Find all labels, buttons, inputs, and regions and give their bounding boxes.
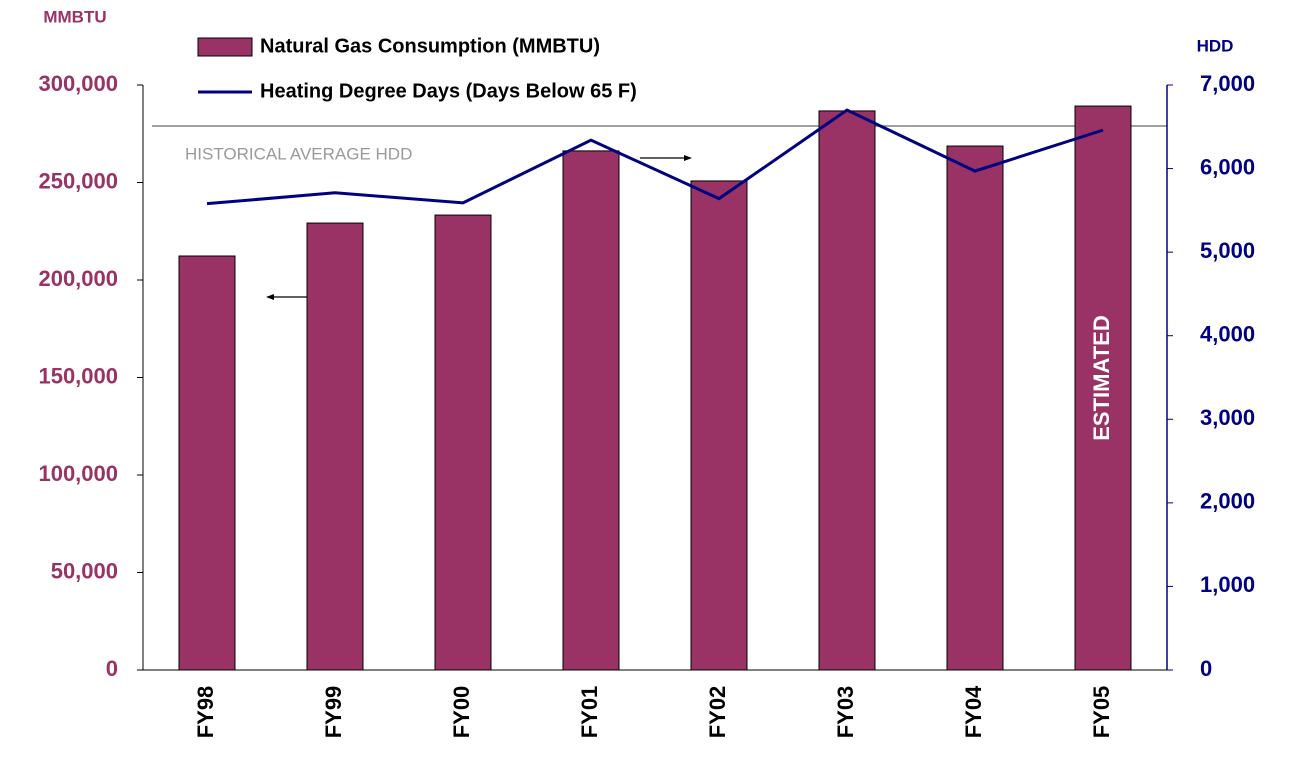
- y2-tick-label: 7,000: [1200, 71, 1255, 96]
- y2-tick-label: 3,000: [1200, 405, 1255, 430]
- bar: [690, 180, 748, 671]
- arrow-head: [266, 294, 274, 300]
- x-tick-label: FY01: [577, 686, 602, 739]
- y-tick-label: 250,000: [38, 168, 118, 193]
- y2-tick-label: 0: [1200, 656, 1212, 681]
- y-tick-label: 0: [106, 656, 118, 681]
- y2-axis-title: HDD: [1197, 36, 1234, 55]
- y-axis-title: MMBTU: [43, 7, 106, 26]
- annotation: ESTIMATED: [1089, 315, 1114, 440]
- y-tick-label: 100,000: [38, 461, 118, 486]
- x-tick-label: FY99: [321, 686, 346, 739]
- y2-tick-label: 1,000: [1200, 572, 1255, 597]
- y2-tick-label: 2,000: [1200, 489, 1255, 514]
- legend-label: Natural Gas Consumption (MMBTU): [260, 35, 600, 57]
- y-tick-label: 300,000: [38, 71, 118, 96]
- y2-tick-label: 5,000: [1200, 238, 1255, 263]
- x-tick-label: FY02: [705, 686, 730, 739]
- bar: [818, 110, 876, 671]
- y-tick-label: 200,000: [38, 266, 118, 291]
- bar: [434, 214, 492, 671]
- legend-label: Heating Degree Days (Days Below 65 F): [260, 80, 637, 102]
- bar: [562, 150, 620, 671]
- y-tick-label: 150,000: [38, 363, 118, 388]
- bar: [1074, 105, 1132, 671]
- legend-swatch: [197, 37, 253, 57]
- line: [206, 108, 1104, 206]
- reference-label: HISTORICAL AVERAGE HDD: [185, 144, 412, 163]
- x-tick-label: FY98: [193, 686, 218, 739]
- y2-tick-label: 6,000: [1200, 154, 1255, 179]
- y-tick-label: 50,000: [51, 558, 118, 583]
- y2-tick-label: 4,000: [1200, 322, 1255, 347]
- bar: [178, 255, 236, 671]
- arrow-head: [684, 155, 692, 161]
- x-tick-label: FY05: [1089, 686, 1114, 739]
- x-tick-label: FY04: [961, 685, 986, 738]
- x-tick-label: FY03: [833, 686, 858, 739]
- bar: [946, 145, 1004, 671]
- x-tick-label: FY00: [449, 686, 474, 739]
- bar: [306, 222, 364, 671]
